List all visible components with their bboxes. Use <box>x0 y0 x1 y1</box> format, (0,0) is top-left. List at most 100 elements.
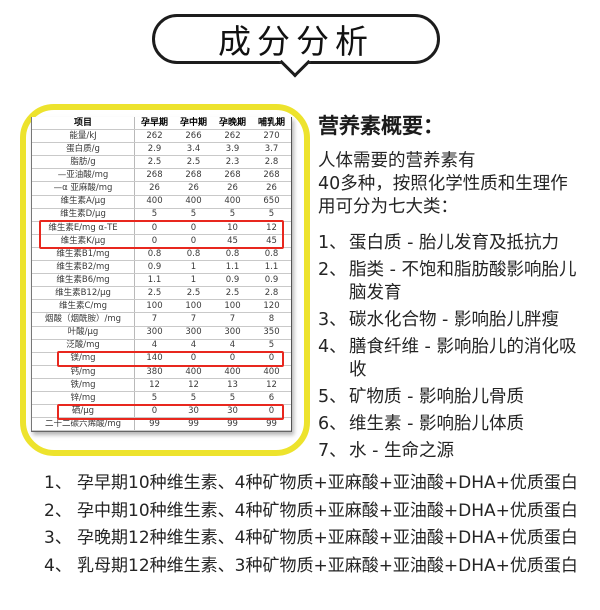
row-label-cell: 蛋白质/g <box>32 143 135 156</box>
item-number: 3、 <box>318 310 347 330</box>
value-cell: 2.8 <box>264 157 279 168</box>
value-cell: 120 <box>263 301 280 312</box>
item-number: 5、 <box>318 387 347 407</box>
overview-list: 1、 蛋白质 - 胎儿发育及抵抗力 2、 脂类 - 不饱和脂肪酸影响胎儿脑发育 3、 碳水… <box>318 232 592 463</box>
note-text: 孕中期10种维生素、4种矿物质+亚麻酸+亚油酸+DHA+优质蛋白 <box>77 500 578 521</box>
value-cell: 45 <box>266 235 277 246</box>
value-cell: 5 <box>190 392 197 403</box>
item-text: 脂类 - 不饱和脂肪酸影响胎儿脑发育 <box>349 260 577 303</box>
table-row: 二十二碳六烯酸/mg 99 99 99 99 <box>32 418 291 432</box>
formula-notes: 1、 孕早期10种维生素、4种矿物质+亚麻酸+亚油酸+DHA+优质蛋白 2、 孕中期1… <box>44 470 584 580</box>
table-row: 能量/kJ 262 266 262 270 <box>32 130 291 144</box>
value-cell: 1.1 <box>264 261 279 272</box>
value-cell: 300 <box>185 327 202 338</box>
overview-item: 5、 矿物质 - 影响胎儿骨质 <box>318 386 592 409</box>
value-cell: 3.9 <box>225 143 240 154</box>
value-cell: 7 <box>190 314 197 325</box>
value-cell: 0 <box>190 235 197 246</box>
note-text: 孕晚期12种维生素、4种矿物质+亚麻酸+亚油酸+DHA+优质蛋白 <box>77 528 578 548</box>
item-text: 蛋白质 - 胎儿发育及抵抗力 <box>349 233 559 253</box>
table-row: 维生素B1/mg 0.8 0.8 0.8 0.8 <box>32 247 291 262</box>
value-cell: 4 <box>229 340 236 351</box>
value-cell: 7 <box>151 314 158 325</box>
value-cell: 0 <box>190 353 197 364</box>
value-cell: 0.9 <box>264 274 279 285</box>
overview-item: 4、 膳食纤维 - 影响胎儿的消化吸收 <box>318 336 592 382</box>
value-cell: 7 <box>229 314 236 325</box>
value-cell: 400 <box>224 196 241 207</box>
table-row: 镁/mg 140 0 0 0 <box>32 352 291 366</box>
row-label-cell: 叶酸/μg <box>32 326 135 339</box>
value-cell: 12 <box>149 379 160 390</box>
value-cell: 26 <box>149 183 160 194</box>
overview-item: 7、水 - 生命之源 <box>318 440 592 463</box>
value-cell: 0.8 <box>147 248 162 259</box>
row-label-cell: 硒/μg <box>32 405 135 418</box>
value-cell: 100 <box>185 301 202 312</box>
table-row: 铁/mg 12 12 13 12 <box>32 378 291 392</box>
value-cell: 26 <box>266 183 277 194</box>
table-row: 锌/mg 5 5 5 6 <box>32 391 291 406</box>
value-cell: 4 <box>190 340 197 351</box>
value-cell: 30 <box>227 405 238 416</box>
item-text: 矿物质 - 影响胎儿骨质 <box>349 387 524 407</box>
nutrient-table: 项目 孕早期 孕中期 孕晚期 哺乳期 能量/kJ 262 266 262 270 蛋白质/g 2.9 3… <box>31 117 292 433</box>
value-cell: 3.4 <box>186 143 201 154</box>
table-row: 钙/mg 380 400 400 400 <box>32 365 291 379</box>
value-cell: 268 <box>146 170 163 181</box>
value-cell: 268 <box>224 170 241 181</box>
row-label-cell: 锌/mg <box>32 391 135 405</box>
value-cell: 262 <box>224 130 241 141</box>
overview-item: 3、 碳水化合物 - 影响胎儿胖瘦 <box>318 309 592 332</box>
value-cell: 12 <box>266 379 277 390</box>
table-row: 蛋白质/g 2.9 3.4 3.9 3.7 <box>32 143 291 157</box>
value-cell: 0 <box>151 405 158 416</box>
value-cell: 262 <box>146 130 163 141</box>
item-number: 1、 <box>318 233 347 253</box>
value-cell: 1.1 <box>225 261 240 272</box>
item-number: 2、 <box>318 260 347 280</box>
formula-note: 4、 乳母期12种维生素、3种矿物质+亚麻酸+亚油酸+DHA+优质蛋白 <box>44 553 584 581</box>
value-cell: 380 <box>146 366 163 377</box>
value-cell: 99 <box>227 418 238 429</box>
row-label-cell: 钙/mg <box>32 365 135 378</box>
value-cell: 1 <box>190 274 197 285</box>
value-cell: 0.8 <box>186 248 201 259</box>
value-cell: 5 <box>268 340 275 351</box>
value-cell: 2.5 <box>147 157 162 168</box>
table-row: 维生素K/μg 0 0 45 45 <box>32 234 291 248</box>
value-cell: 0.8 <box>264 248 279 259</box>
row-label-cell: 镁/mg <box>32 352 135 365</box>
overview-item: 6、 维生素 - 影响胎儿体质 <box>318 413 592 436</box>
value-cell: 99 <box>188 418 199 429</box>
value-cell: 0 <box>151 235 158 246</box>
value-cell: 2.5 <box>186 288 201 299</box>
value-cell: 哺乳期 <box>257 117 285 128</box>
overview-intro-line: 用可分为七大类： <box>318 197 458 217</box>
overview-intro: 人体需要的营养素有 40多种，按照化学性质和生理作 用可分为七大类： <box>318 150 592 219</box>
row-label-cell: 维生素A/μg <box>32 195 135 208</box>
table-row: 维生素B6/mg 1.1 1 0.9 0.9 <box>32 274 291 288</box>
row-label-cell: 项目 <box>32 117 135 130</box>
row-label-cell: 维生素D/μg <box>32 208 135 221</box>
value-cell: 0 <box>151 222 158 233</box>
row-label-cell: 维生素B12/μg <box>32 287 135 300</box>
overview-item: 1、 蛋白质 - 胎儿发育及抵抗力 <box>318 232 592 255</box>
value-cell: 0 <box>268 353 275 364</box>
value-cell: 140 <box>146 353 163 364</box>
value-cell: 26 <box>188 183 199 194</box>
table-row: 泛酸/mg 4 4 4 5 <box>32 339 291 353</box>
table-row: 维生素D/μg 5 5 5 5 <box>32 208 291 222</box>
row-label-cell: 维生素B2/mg <box>32 261 135 274</box>
value-cell: 650 <box>263 196 280 207</box>
row-label-cell: 维生素B6/mg <box>32 274 135 287</box>
table-row: 维生素A/μg 400 400 400 650 <box>32 195 291 209</box>
value-cell: 400 <box>185 366 202 377</box>
value-cell: 0.9 <box>225 274 240 285</box>
value-cell: 5 <box>151 209 158 220</box>
item-number: 6、 <box>318 414 347 434</box>
value-cell: 5 <box>151 392 158 403</box>
value-cell: 2.9 <box>147 143 162 154</box>
value-cell: 100 <box>146 301 163 312</box>
row-label-cell: 泛酸/mg <box>32 339 135 352</box>
